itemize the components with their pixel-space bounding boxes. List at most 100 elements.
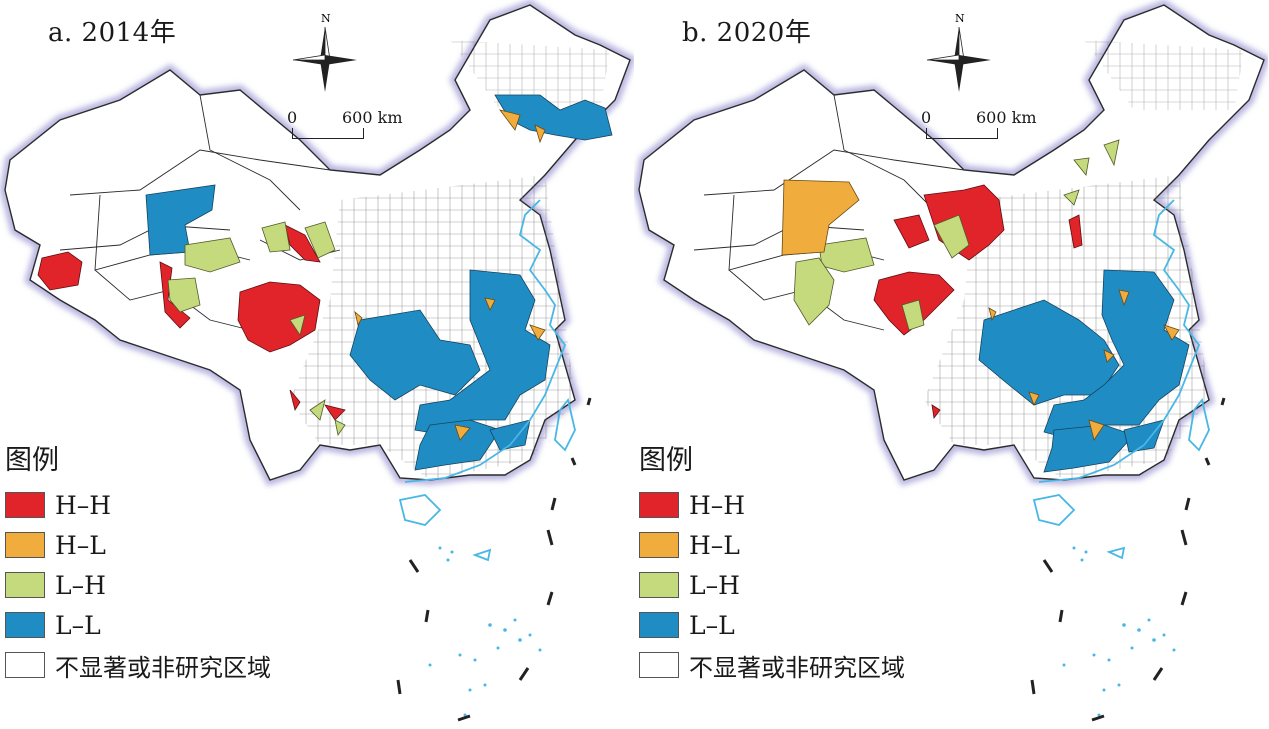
legend-title: 图例 [639, 445, 693, 476]
china-map-2014 [0, 0, 634, 722]
region-ll [414, 419, 501, 471]
region-lh [1063, 189, 1080, 206]
nine-dash-line [1030, 397, 1226, 722]
legend-item-ns: 不显著或非研究区域 [5, 649, 271, 682]
region-hl [781, 179, 860, 256]
region-lh [261, 221, 291, 253]
legend-swatch [5, 492, 45, 518]
map-panel-2014: a. 2014年 N 0 600 km 图例 H–H H–L L–H [0, 0, 634, 729]
region-hh [159, 261, 191, 329]
legend-item-lh: L–H [5, 569, 271, 601]
region-hl [1028, 391, 1040, 406]
scale-start: 0 [287, 108, 298, 127]
legend-item-ll: L–L [639, 609, 905, 641]
region-hl [454, 424, 471, 441]
north-arrow-icon: N [924, 12, 994, 96]
region-ll [1123, 419, 1165, 453]
region-ll [145, 184, 216, 256]
scale-bar: 0 600 km [916, 108, 1056, 148]
legend-label: L–L [689, 610, 735, 640]
legend-item-ll: L–L [5, 609, 271, 641]
region-hl [529, 324, 546, 341]
island [472, 548, 492, 562]
region-ll [489, 419, 531, 451]
region-hl [1118, 289, 1130, 307]
north-arrow-icon: N [290, 12, 360, 96]
legend-swatch [5, 652, 45, 678]
region-hl [484, 297, 496, 311]
coastline [404, 199, 567, 483]
scale-end: 600 km [342, 108, 403, 127]
legend-label: H–H [55, 490, 112, 520]
legend-item-ns: 不显著或非研究区域 [639, 649, 905, 682]
legend-swatch [639, 532, 679, 558]
map-panel-2020: b. 2020年 N 0 600 km 图例 H–H H–L L–H [634, 0, 1268, 729]
region-hl [1103, 349, 1115, 363]
legend-item-hh: H–H [5, 489, 271, 521]
legend-label: L–L [55, 610, 101, 640]
legend-label: H–H [689, 490, 746, 520]
region-ll [494, 94, 613, 141]
panel-title: a. 2014年 [48, 18, 177, 48]
region-lh [304, 221, 336, 259]
legend-swatch [5, 612, 45, 638]
region-hl [988, 307, 997, 322]
region-lh [289, 314, 306, 336]
region-lh [933, 214, 970, 259]
legend: 图例 H–H H–L L–H L–L 不显著或非研究区域 [5, 438, 271, 689]
region-lh [901, 299, 925, 331]
region-hh [1068, 214, 1083, 249]
region-hl [499, 109, 521, 131]
legend-label: L–H [689, 570, 740, 600]
legend-label: H–L [55, 530, 106, 560]
taiwan-island [554, 397, 576, 452]
legend-title: 图例 [5, 445, 59, 476]
legend-label: H–L [689, 530, 740, 560]
legend: 图例 H–H H–L L–H L–L 不显著或非研究区域 [639, 438, 905, 689]
region-ll [349, 309, 481, 401]
region-lh [793, 257, 835, 326]
taiwan-island [1188, 397, 1210, 452]
panel-title: b. 2020年 [682, 18, 812, 48]
legend-swatch [5, 572, 45, 598]
legend-label: L–H [55, 570, 106, 600]
region-lh [184, 237, 241, 273]
island [1106, 546, 1126, 560]
scale-end: 600 km [976, 108, 1037, 127]
region-hh [931, 404, 941, 420]
legend-swatch [639, 492, 679, 518]
legend-item-hl: H–L [5, 529, 271, 561]
legend-swatch [5, 532, 45, 558]
region-ll [1043, 424, 1135, 473]
legend-item-lh: L–H [639, 569, 905, 601]
north-label: N [955, 12, 965, 25]
region-hl [1163, 324, 1180, 341]
region-hl [354, 310, 363, 327]
china-map-2020 [634, 0, 1268, 722]
legend-swatch [639, 612, 679, 638]
region-hh [893, 214, 930, 249]
region-hh [324, 404, 346, 421]
region-hl [534, 124, 546, 144]
hainan-island [1032, 494, 1076, 526]
region-lh [167, 277, 201, 313]
north-label: N [321, 12, 331, 25]
legend-label: 不显著或非研究区域 [689, 653, 905, 682]
legend-item-hh: H–H [639, 489, 905, 521]
region-lh [1103, 139, 1120, 167]
legend-item-hl: H–L [639, 529, 905, 561]
region-hl [1088, 419, 1105, 441]
scale-bar: 0 600 km [282, 108, 422, 148]
region-lh [309, 399, 326, 421]
region-lh [1073, 157, 1090, 176]
hainan-island [398, 494, 442, 526]
region-hh [284, 224, 321, 263]
legend-label: 不显著或非研究区域 [55, 653, 271, 682]
scale-start: 0 [921, 108, 932, 127]
region-hh [37, 251, 83, 291]
nine-dash-line [396, 397, 592, 722]
legend-swatch [639, 652, 679, 678]
region-lh [334, 419, 346, 436]
coastline [1038, 199, 1201, 483]
region-hh [289, 389, 301, 412]
